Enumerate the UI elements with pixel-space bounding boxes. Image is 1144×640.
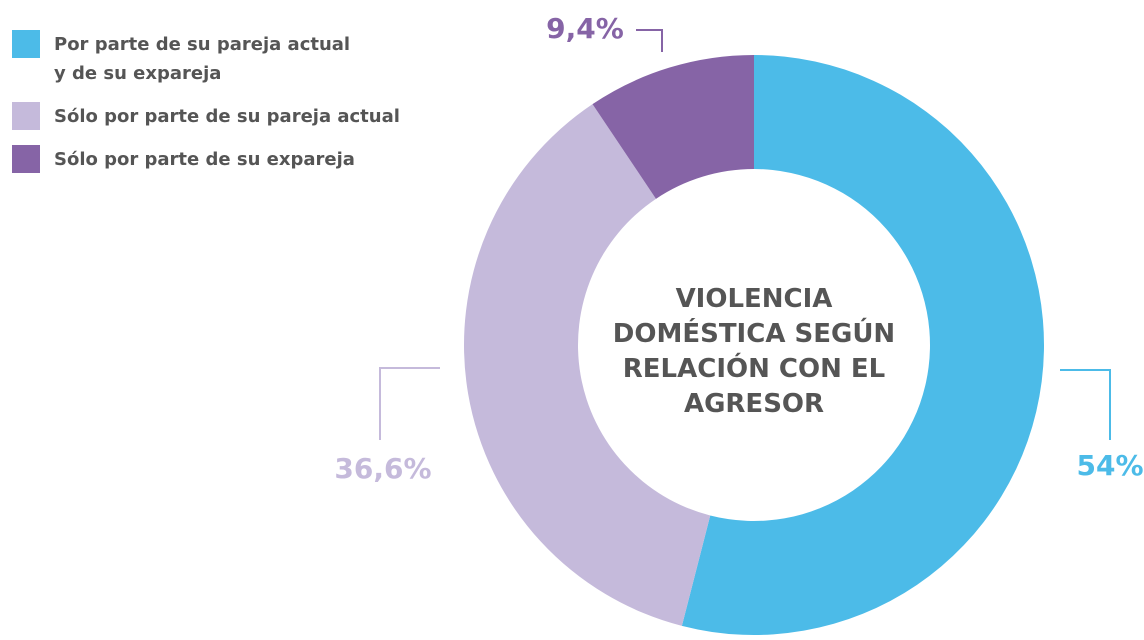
donut-segment: [681, 55, 1045, 636]
donut-segment: [464, 104, 711, 626]
legend-swatch: [12, 30, 40, 58]
leader-lines: [379, 29, 1111, 440]
value-label: 54%: [1076, 449, 1143, 482]
leader-line: [636, 29, 663, 52]
donut-segment: [592, 55, 754, 199]
legend-item: Sólo por parte de su expareja: [12, 145, 400, 174]
legend-item: Por parte de su pareja actual y de su ex…: [12, 30, 400, 88]
chart-title: VIOLENCIA DOMÉSTICA SEGÚN RELACIÓN CON E…: [612, 284, 896, 419]
legend-swatch: [12, 102, 40, 130]
legend-item: Sólo por parte de su pareja actual: [12, 102, 400, 131]
legend: Por parte de su pareja actual y de su ex…: [12, 30, 400, 188]
value-label: 36,6%: [334, 452, 431, 485]
leader-line: [1060, 369, 1111, 440]
legend-label: Sólo por parte de su expareja: [54, 149, 355, 170]
legend-swatch: [12, 145, 40, 173]
legend-label: Sólo por parte de su pareja actual: [54, 106, 400, 127]
leader-line: [379, 367, 440, 440]
legend-label: Por parte de su pareja actual y de su ex…: [54, 34, 351, 84]
value-label: 9,4%: [546, 12, 624, 45]
